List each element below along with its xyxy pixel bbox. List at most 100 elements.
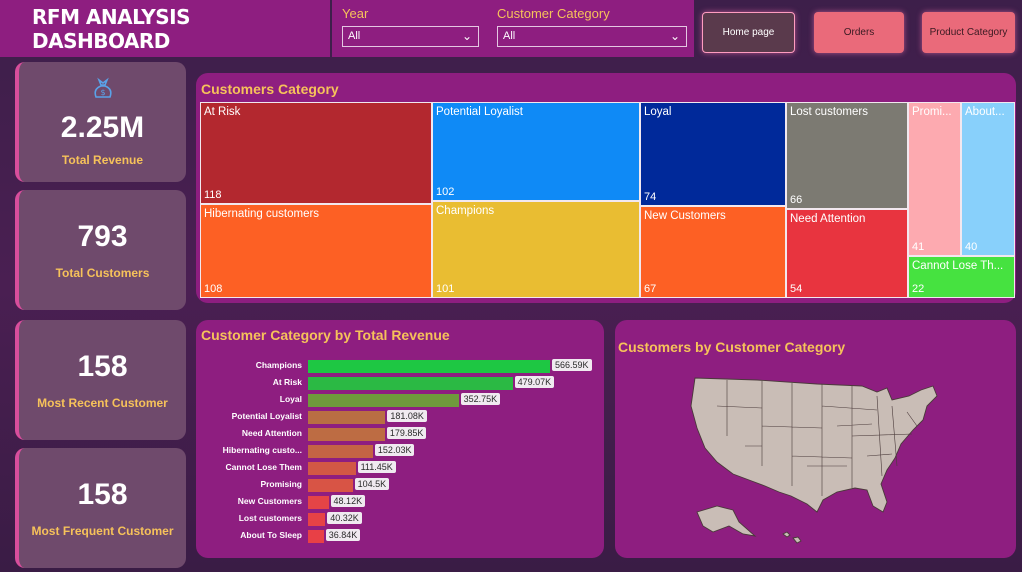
treemap-cell-label: About... [965, 106, 1005, 118]
treemap-cell-label: At Risk [204, 106, 241, 118]
bar-value-label: 48.12K [330, 495, 366, 507]
treemap-cell[interactable]: Champions 101 [432, 201, 640, 298]
bar-label: Need Attention [241, 428, 302, 438]
treemap-cell-count: 118 [204, 189, 222, 201]
bar-value-label: 104.5K [354, 478, 390, 490]
bar[interactable] [308, 377, 513, 390]
bar-value-label: 181.08K [387, 410, 427, 422]
kpi-most-recent-customer: 158 Most Recent Customer [15, 320, 186, 440]
product-category-button[interactable]: Product Category [922, 12, 1015, 53]
kpi-label: Total Customers [55, 266, 150, 280]
treemap-cell-label: Cannot Lose Th... [912, 260, 1004, 272]
year-filter-label: Year [342, 6, 369, 21]
treemap-cell[interactable]: About... 40 [961, 102, 1015, 256]
treemap-title: Customers Category [201, 81, 339, 97]
bar[interactable] [308, 394, 459, 407]
treemap-cell-label: Loyal [644, 106, 672, 118]
bar[interactable] [308, 360, 550, 373]
filter-bar: Year All ⌄ Customer Category All ⌄ [332, 0, 694, 57]
bar-chart: Champions 566.59K At Risk 479.07K Loyal 352.7… [196, 358, 604, 548]
money-bag-icon: $ [90, 77, 116, 107]
bar-label: Champions [255, 360, 302, 370]
bar[interactable] [308, 445, 373, 458]
bar-value-label: 36.84K [325, 529, 361, 541]
treemap-cell-count: 40 [965, 241, 978, 253]
chevron-down-icon: ⌄ [669, 29, 680, 43]
bar-label: Cannot Lose Them [225, 462, 302, 472]
treemap-cell[interactable]: Promi... 41 [908, 102, 961, 256]
home-page-button[interactable]: Home page [702, 12, 795, 53]
treemap-cell-count: 74 [644, 191, 657, 203]
bar-label: About To Sleep [240, 530, 302, 540]
treemap-cell-label: New Customers [644, 210, 726, 222]
customer-category-filter-label: Customer Category [497, 6, 610, 21]
bar[interactable] [308, 462, 356, 475]
treemap-cell-count: 67 [644, 283, 657, 295]
bar-value-label: 179.85K [386, 427, 427, 439]
bar-label: New Customers [237, 496, 302, 506]
svg-text:$: $ [100, 88, 105, 97]
treemap-cell-label: Champions [436, 205, 495, 217]
revenue-by-category-panel: Customer Category by Total Revenue Champ… [196, 320, 604, 558]
kpi-total-customers: 793 Total Customers [15, 190, 186, 310]
bar-value-label: 566.59K [552, 359, 592, 371]
bar-value-label: 152.03K [374, 444, 415, 456]
treemap-cell-count: 22 [912, 283, 925, 295]
bar-label: Lost customers [238, 513, 302, 523]
treemap-cell[interactable]: New Customers 67 [640, 206, 786, 298]
bar-label: Loyal [279, 394, 302, 404]
kpi-value: 2.25M [60, 111, 145, 144]
treemap-cell[interactable]: Potential Loyalist 102 [432, 102, 640, 201]
page-title: RFM ANALYSIS DASHBOARD [32, 4, 190, 53]
customer-category-dropdown[interactable]: All ⌄ [497, 26, 687, 47]
kpi-label: Total Revenue [61, 153, 144, 167]
treemap-cell-label: Potential Loyalist [436, 106, 523, 118]
treemap-cell-count: 66 [790, 194, 803, 206]
treemap-cell[interactable]: Need Attention 54 [786, 209, 908, 298]
customers-map-panel: Customers by Customer Category [615, 320, 1016, 558]
bar-chart-title: Customer Category by Total Revenue [201, 327, 450, 343]
bar[interactable] [308, 428, 385, 441]
customers-category-treemap-panel: Customers Category At Risk 118 Hibernating… [196, 73, 1016, 303]
treemap-cell[interactable]: At Risk 118 [200, 102, 432, 204]
bar-value-label: 479.07K [514, 376, 555, 388]
bar[interactable] [308, 479, 353, 492]
treemap-cell-count: 108 [204, 283, 223, 295]
bar[interactable] [308, 496, 329, 509]
treemap-cell-count: 102 [436, 186, 455, 198]
treemap-cell[interactable]: Hibernating customers 108 [200, 204, 432, 298]
year-filter: Year All ⌄ [342, 6, 479, 47]
treemap-cell[interactable]: Lost customers 66 [786, 102, 908, 209]
kpi-label: Most Frequent Customer [31, 524, 174, 538]
treemap-cell-count: 101 [436, 283, 455, 295]
bar-value-label: 352.75K [460, 393, 501, 405]
chevron-down-icon: ⌄ [461, 29, 472, 43]
kpi-value: 158 [77, 350, 128, 383]
kpi-label: Most Recent Customer [37, 396, 168, 410]
treemap-cell-count: 41 [912, 241, 925, 253]
treemap-cell-label: Hibernating customers [204, 208, 320, 220]
kpi-most-frequent-customer: 158 Most Frequent Customer [15, 448, 186, 568]
bar-label: Hibernating custo... [222, 445, 302, 455]
treemap-cell-label: Lost customers [790, 106, 868, 118]
orders-button[interactable]: Orders [814, 12, 904, 53]
bar[interactable] [308, 411, 386, 424]
year-dropdown[interactable]: All ⌄ [342, 26, 479, 47]
bar-label: At Risk [272, 377, 302, 387]
treemap-cell[interactable]: Cannot Lose Th... 22 [908, 256, 1015, 298]
bar-value-label: 111.45K [357, 461, 396, 473]
kpi-total-revenue: $ 2.25M Total Revenue [15, 62, 186, 182]
dashboard-title-bar: RFM ANALYSIS DASHBOARD [0, 0, 330, 57]
treemap-cell[interactable]: Loyal 74 [640, 102, 786, 206]
kpi-value: 158 [77, 478, 128, 511]
bar-value-label: 40.32K [327, 512, 362, 524]
treemap-cell-count: 54 [790, 283, 803, 295]
bar[interactable] [308, 530, 324, 543]
bar-label: Potential Loyalist [231, 411, 302, 421]
kpi-value: 793 [77, 220, 128, 253]
customer-category-filter: Customer Category All ⌄ [497, 6, 687, 47]
bar[interactable] [308, 513, 326, 526]
bar-label: Promising [260, 479, 302, 489]
treemap-cell-label: Promi... [912, 106, 952, 118]
us-map[interactable] [687, 366, 957, 546]
